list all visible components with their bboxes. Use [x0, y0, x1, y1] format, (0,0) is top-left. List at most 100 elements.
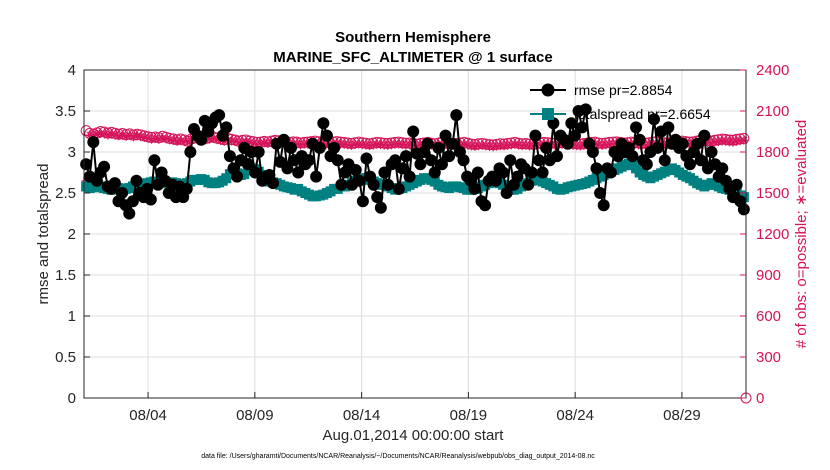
asterisk-stroke [260, 139, 268, 147]
asterisk-stroke [227, 137, 235, 145]
rmse-point [532, 154, 545, 167]
asterisk-stroke [358, 141, 366, 149]
asterisk-stroke [151, 135, 159, 143]
rmse-point [435, 158, 448, 171]
rmse-point [223, 150, 236, 163]
rmse-point [392, 182, 405, 195]
rmse-point [360, 152, 373, 165]
asterisk-stroke [155, 135, 163, 143]
asterisk-stroke [137, 133, 145, 141]
rmse-point [382, 178, 395, 191]
rmse-point [489, 174, 502, 187]
rmse-point [694, 154, 707, 167]
asterisk-stroke [169, 137, 177, 145]
rmse-point [604, 166, 617, 179]
rmse-point [148, 154, 161, 167]
rmse-point [220, 121, 233, 134]
rmse-point [716, 162, 729, 175]
evaluated-obs-point [226, 136, 236, 146]
asterisk-stroke [180, 138, 188, 146]
x-tick-label: 08/09 [236, 407, 274, 424]
rmse-point [184, 146, 197, 158]
rmse-point [396, 162, 409, 175]
y-right-tick-label: 1800 [756, 144, 789, 161]
asterisk-stroke [722, 137, 730, 145]
rmse-point [108, 177, 121, 190]
rmse-point [658, 154, 671, 167]
asterisk-stroke [86, 131, 94, 139]
asterisk-stroke [162, 135, 170, 143]
y-right-tick-label: 1500 [756, 185, 789, 202]
rmse-point [349, 164, 362, 177]
rmse-point [400, 150, 413, 163]
chart-title: Southern Hemisphere [335, 29, 491, 46]
rmse-point [439, 129, 452, 142]
rmse-point [536, 166, 549, 179]
rmse-point [335, 178, 348, 191]
y-tick-label: 4 [68, 62, 76, 79]
asterisk-stroke [231, 138, 239, 146]
asterisk-stroke [249, 139, 257, 147]
rmse-point [676, 137, 689, 150]
rmse-point [737, 203, 750, 216]
rmse-point [432, 141, 445, 154]
asterisk-stroke [362, 141, 370, 149]
rmse-point [231, 170, 244, 183]
asterisk-stroke [511, 140, 519, 148]
rmse-point [662, 121, 675, 134]
evaluated-obs-point [721, 136, 731, 146]
x-tick-label: 08/19 [450, 407, 488, 424]
asterisk-stroke [395, 140, 403, 148]
rmse-point [471, 166, 484, 179]
legend-totalspread-marker [542, 108, 554, 120]
evaluated-obs-point [154, 134, 164, 144]
asterisk-stroke [126, 132, 134, 140]
rmse-point [586, 146, 599, 158]
rmse-point [98, 160, 111, 173]
asterisk-stroke [595, 141, 603, 149]
asterisk-stroke [158, 134, 166, 142]
rmse-point [500, 187, 513, 199]
rmse-point [547, 117, 560, 130]
asterisk-stroke [355, 140, 363, 148]
rmse-point [267, 177, 280, 190]
rmse-point [597, 199, 610, 212]
rmse-point [313, 141, 326, 154]
asterisk-stroke [144, 134, 152, 142]
asterisk-stroke [515, 141, 523, 149]
rmse-point [590, 162, 603, 175]
y-tick-label: 3.5 [55, 103, 76, 120]
x-axis-label: Aug.01,2014 00:00:00 start [323, 427, 505, 444]
y-right-tick-label: 2100 [756, 103, 789, 120]
rmse-point [691, 137, 704, 150]
rmse-point [561, 137, 574, 150]
x-tick-label: 08/04 [129, 407, 167, 424]
rmse-point [371, 191, 384, 204]
rmse-point [522, 178, 535, 191]
chart-subtitle: MARINE_SFC_ALTIMETER @ 1 surface [273, 49, 552, 66]
asterisk-stroke [398, 141, 406, 149]
asterisk-stroke [376, 141, 384, 149]
rmse-point [633, 133, 646, 146]
y-tick-label: 3 [68, 144, 76, 161]
rmse-point [403, 170, 416, 183]
legend-rmse-marker [541, 83, 555, 97]
asterisk-stroke [108, 130, 116, 138]
asterisk-stroke [177, 137, 185, 145]
rmse-point [281, 162, 294, 175]
rmse-point [428, 166, 441, 179]
rmse-point [389, 154, 402, 167]
rmse-point [468, 182, 481, 195]
rmse-point [626, 150, 639, 163]
asterisk-stroke [478, 141, 486, 149]
x-tick-label: 08/24 [556, 407, 594, 424]
asterisk-stroke [140, 134, 148, 142]
legend-totalspread-label: totalspread pr=2.6654 [574, 106, 711, 122]
rmse-point [87, 136, 100, 149]
asterisk-stroke [97, 129, 105, 137]
rmse-point [479, 199, 492, 212]
asterisk-stroke [482, 142, 490, 150]
plot-area [80, 103, 752, 404]
rmse-point [648, 113, 661, 126]
x-tick-label: 08/14 [343, 407, 381, 424]
